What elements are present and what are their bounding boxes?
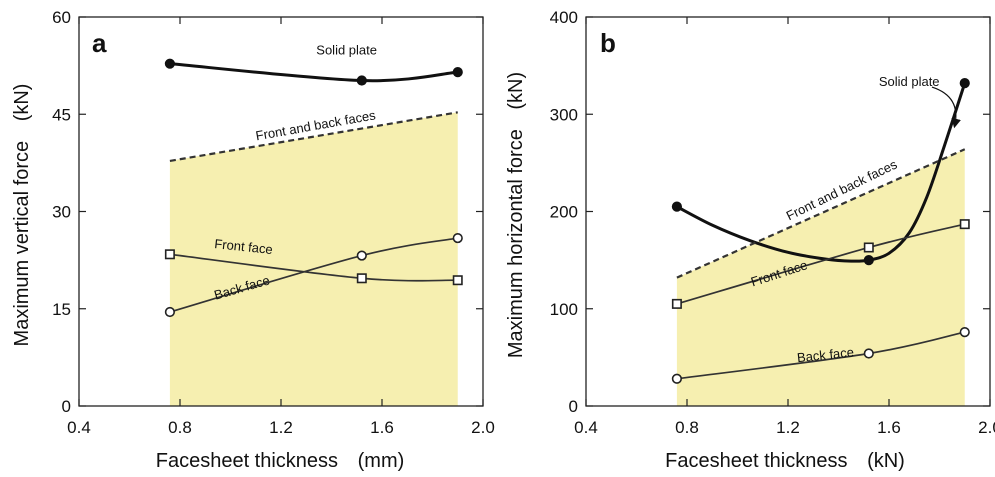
point-front-face <box>959 219 970 230</box>
x-axis-unit: (mm) <box>358 450 405 472</box>
y-axis-unit: (kN) <box>505 72 527 110</box>
series-layer <box>164 58 463 318</box>
point-front-face <box>671 298 682 309</box>
point-solid-plate <box>671 201 683 212</box>
point-back-face <box>671 373 683 384</box>
y-axis-label: Maximum vertical force <box>11 141 33 347</box>
point-front-face <box>452 275 463 286</box>
x-tick-label: 2.0 <box>978 418 995 437</box>
point-solid-plate <box>959 78 970 89</box>
x-axis-title: Facesheet thickness (mm) <box>156 450 405 472</box>
point-front-face <box>164 249 175 260</box>
point-back-face <box>959 326 970 338</box>
series-line-solid-plate <box>169 62 458 83</box>
y-axis-title: Maximum horizontal force (kN) <box>505 72 527 358</box>
point-solid-plate <box>452 67 463 78</box>
y-tick-label: 60 <box>52 8 71 27</box>
x-tick-label: 0.8 <box>168 418 192 437</box>
axis-ticks: 0.4 0.8 1.2 1.6 2.0 0 100 200 300 400 <box>550 8 995 437</box>
x-tick-label: 1.2 <box>269 418 293 437</box>
x-tick-label: 0.4 <box>67 418 91 437</box>
y-tick-label: 300 <box>550 105 578 124</box>
y-axis-unit: (kN) <box>11 84 33 122</box>
x-axis-label: Facesheet thickness <box>665 450 847 472</box>
point-back-face <box>452 232 463 244</box>
series-line-back-face <box>676 331 965 380</box>
point-solid-plate <box>356 75 367 86</box>
annotation-solid-plate: Solid plate <box>879 74 940 89</box>
callout-arrow <box>931 86 961 129</box>
y-tick-label: 30 <box>52 203 71 222</box>
point-back-face <box>863 348 874 359</box>
x-tick-label: 1.6 <box>370 418 394 437</box>
x-tick-label: 0.4 <box>574 418 598 437</box>
y-tick-label: 200 <box>550 203 578 222</box>
annotation-back-face: Back face <box>796 344 854 365</box>
shaded-region-fill <box>676 149 965 406</box>
shaded-region-fill <box>169 112 458 407</box>
point-front-face <box>356 273 367 284</box>
panel-b-horizontal-force: 0.4 0.8 1.2 1.6 2.0 0 100 200 300 400 Solid plate… <box>505 8 995 472</box>
series-line-front-and-back-faces <box>676 148 966 279</box>
panel-a-vertical-force: 0.4 0.8 1.2 1.6 2.0 0 15 30 45 60 Solid plate Fron… <box>11 8 495 472</box>
series-line-front-face <box>676 223 965 305</box>
shaded-region <box>676 149 965 406</box>
x-tick-label: 0.8 <box>675 418 699 437</box>
y-tick-label: 15 <box>52 300 71 319</box>
point-back-face <box>164 306 175 318</box>
y-tick-label: 100 <box>550 300 578 319</box>
series-line-back-face <box>169 237 458 313</box>
y-tick-label: 400 <box>550 8 578 27</box>
x-tick-label: 1.6 <box>877 418 901 437</box>
shaded-region <box>169 112 458 407</box>
point-solid-plate <box>164 58 175 69</box>
y-tick-label: 0 <box>569 397 578 416</box>
axis-ticks: 0.4 0.8 1.2 1.6 2.0 0 15 30 45 60 <box>52 8 495 437</box>
x-axis-unit: (kN) <box>867 450 905 472</box>
series-line-front-and-back-faces <box>169 111 458 163</box>
y-axis-title: Maximum vertical force (kN) <box>11 84 33 347</box>
series-line-solid-plate <box>676 82 967 263</box>
point-solid-plate <box>863 255 874 266</box>
y-tick-label: 0 <box>62 397 71 416</box>
series-line-front-face <box>169 253 458 282</box>
panel-label: b <box>600 28 616 58</box>
point-front-face <box>863 242 874 253</box>
point-back-face <box>356 250 367 261</box>
annotation-solid-plate: Solid plate <box>316 43 377 58</box>
annotation-front-face: Front face <box>214 236 274 257</box>
x-tick-label: 1.2 <box>776 418 800 437</box>
y-axis-label: Maximum horizontal force <box>505 129 527 358</box>
x-axis-title: Facesheet thickness (kN) <box>665 450 905 472</box>
x-tick-label: 2.0 <box>471 418 495 437</box>
x-axis-label: Facesheet thickness <box>156 450 338 472</box>
series-layer <box>671 78 970 384</box>
panel-label: a <box>92 28 107 58</box>
y-tick-label: 45 <box>52 105 71 124</box>
